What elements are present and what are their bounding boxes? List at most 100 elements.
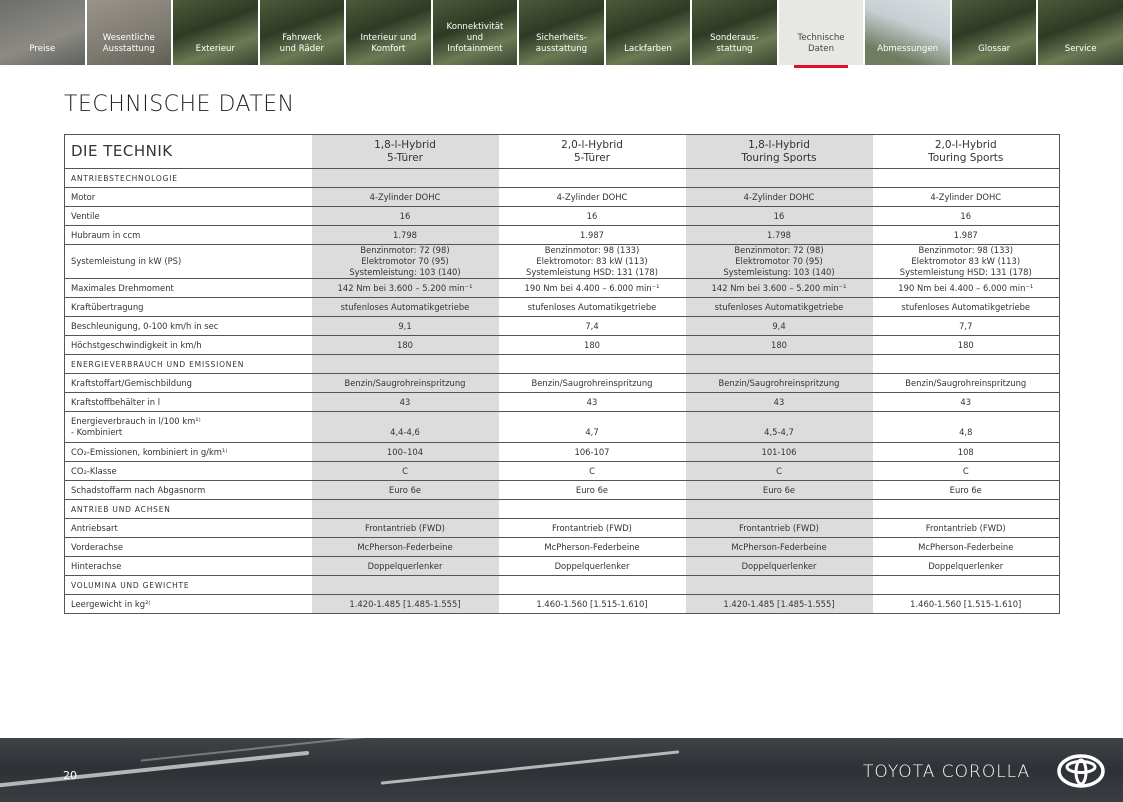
row-label: Hubraum in ccm xyxy=(64,225,312,245)
footer: 20 TOYOTA COROLLA xyxy=(0,738,1123,802)
empty-cell xyxy=(872,499,1060,519)
empty-cell xyxy=(311,575,499,595)
nav-tab-exterieur[interactable]: Exterieur xyxy=(173,0,258,65)
column-header: 2,0-l-Hybrid Touring Sports xyxy=(872,134,1060,169)
nav-tab-label: Fahrwerk und Räder xyxy=(279,33,325,54)
cell-value: Euro 6e xyxy=(872,480,1060,500)
cell-value: Doppelquerlenker xyxy=(311,556,499,576)
section-heading: ENERGIEVERBRAUCH UND EMISSIONEN xyxy=(64,354,312,374)
nav-tab-label: Abmessungen xyxy=(877,44,939,54)
cell-value: McPherson-Federbeine xyxy=(498,537,686,557)
cell-value: Euro 6e xyxy=(311,480,499,500)
table-row: Vorderachse McPherson-Federbeine McPherson… xyxy=(64,537,1060,557)
empty-cell xyxy=(872,354,1060,374)
cell-value: 4-Zylinder DOHC xyxy=(498,187,686,207)
cell-value: McPherson-Federbeine xyxy=(872,537,1060,557)
row-label: Energieverbrauch in l/100 km¹⁾ - Kombini… xyxy=(64,411,312,443)
cell-value: Euro 6e xyxy=(685,480,873,500)
table-row: Energieverbrauch in l/100 km¹⁾ - Kombini… xyxy=(64,411,1060,443)
empty-cell xyxy=(311,499,499,519)
cell-value: 7,7 xyxy=(872,316,1060,336)
column-header: 1,8-l-Hybrid 5-Türer xyxy=(311,134,499,169)
cell-value: 43 xyxy=(872,392,1060,412)
table-row: Kraftübertragung stufenloses Automatikget… xyxy=(64,297,1060,317)
cell-value: C xyxy=(685,461,873,481)
nav-tab-sonderaus-stattung[interactable]: Sonderaus- stattung xyxy=(692,0,777,65)
table-row: Antriebsart Frontantrieb (FWD) Frontantrie… xyxy=(64,518,1060,538)
nav-tab-label: Interieur und Komfort xyxy=(360,33,417,54)
nav-tab-abmessungen[interactable]: Abmessungen xyxy=(865,0,950,65)
row-label: Hinterachse xyxy=(64,556,312,576)
cell-value: 9,4 xyxy=(685,316,873,336)
table-row: Hubraum in ccm 1.798 1.987 1.798 1.987 xyxy=(64,225,1060,245)
cell-value: Euro 6e xyxy=(498,480,686,500)
cell-value: 190 Nm bei 4.400 – 6.000 min⁻¹ xyxy=(872,278,1060,298)
row-label: Motor xyxy=(64,187,312,207)
empty-cell xyxy=(498,354,686,374)
section-heading: ANTRIEBSTECHNOLOGIE xyxy=(64,168,312,188)
nav-tab-wesentliche-ausstattung[interactable]: Wesentliche Ausstattung xyxy=(86,0,172,65)
cell-value: Benzinmotor: 98 (133) Elektromotor: 83 k… xyxy=(498,244,686,279)
table-row: Maximales Drehmoment 142 Nm bei 3.600 – 5… xyxy=(64,278,1060,298)
nav-tab-label: Wesentliche Ausstattung xyxy=(102,33,155,54)
toyota-logo-icon xyxy=(1057,754,1105,788)
row-label: Vorderachse xyxy=(64,537,312,557)
nav-tab-technische-daten[interactable]: Technische Daten xyxy=(778,0,864,68)
cell-value: 1.798 xyxy=(311,225,499,245)
nav-tab-service[interactable]: Service xyxy=(1038,0,1123,65)
nav-tab-fahrwerk-und-räder[interactable]: Fahrwerk und Räder xyxy=(259,0,345,65)
row-label: Systemleistung in kW (PS) xyxy=(64,244,312,279)
empty-cell xyxy=(311,168,499,188)
empty-cell xyxy=(498,499,686,519)
cell-value: 43 xyxy=(311,392,499,412)
cell-value: Frontantrieb (FWD) xyxy=(685,518,873,538)
table-row: Beschleunigung, 0-100 km/h in sec 9,1 7,4 9… xyxy=(64,316,1060,336)
nav-tab-konnektivität-und-infotainment[interactable]: Konnektivität und Infotainment xyxy=(432,0,518,65)
cell-value: 43 xyxy=(685,392,873,412)
empty-cell xyxy=(872,575,1060,595)
cell-value: 100–104 xyxy=(311,442,499,462)
section-row: ENERGIEVERBRAUCH UND EMISSIONEN xyxy=(64,354,1060,374)
road-marking xyxy=(0,750,310,790)
empty-cell xyxy=(311,354,499,374)
cell-value: C xyxy=(311,461,499,481)
cell-value: 4-Zylinder DOHC xyxy=(685,187,873,207)
nav-tab-sicherheits-ausstattung[interactable]: Sicherheits- ausstattung xyxy=(519,0,604,65)
table-row: Schadstoffarm nach Abgasnorm Euro 6e Euro … xyxy=(64,480,1060,500)
nav-tab-lackfarben[interactable]: Lackfarben xyxy=(605,0,691,65)
nav-tab-glossar[interactable]: Glossar xyxy=(951,0,1037,65)
row-label: Höchstgeschwindigkeit in km/h xyxy=(64,335,312,355)
table-row: CO₂-Emissionen, kombiniert in g/km¹⁾ 100–… xyxy=(64,442,1060,462)
cell-value: 16 xyxy=(498,206,686,226)
cell-value: 4,5-4,7 xyxy=(685,411,873,443)
section-heading: VOLUMINA UND GEWICHTE xyxy=(64,575,312,595)
cell-value: 7,4 xyxy=(498,316,686,336)
nav-tab-interieur-und-komfort[interactable]: Interieur und Komfort xyxy=(346,0,431,65)
cell-value: Doppelquerlenker xyxy=(872,556,1060,576)
cell-value: Benzin/Saugrohreinspritzung xyxy=(872,373,1060,393)
column-header: 1,8-l-Hybrid Touring Sports xyxy=(685,134,873,169)
cell-value: Benzinmotor: 98 (133) Elektromotor 83 kW… xyxy=(872,244,1060,279)
table-row: CO₂-Klasse C C C C xyxy=(64,461,1060,481)
cell-value: Benzin/Saugrohreinspritzung xyxy=(311,373,499,393)
cell-value: 43 xyxy=(498,392,686,412)
row-label: Schadstoffarm nach Abgasnorm xyxy=(64,480,312,500)
cell-value: 4,7 xyxy=(498,411,686,443)
cell-value: 9,1 xyxy=(311,316,499,336)
nav-tab-label: Konnektivität und Infotainment xyxy=(446,22,504,54)
row-label: Ventile xyxy=(64,206,312,226)
section-row: ANTRIEB UND ACHSEN xyxy=(64,499,1060,519)
column-header: 2,0-l-Hybrid 5-Türer xyxy=(498,134,686,169)
cell-value: 4-Zylinder DOHC xyxy=(872,187,1060,207)
empty-cell xyxy=(498,575,686,595)
nav-tab-preise[interactable]: Preise xyxy=(0,0,85,65)
table-header-row: DIE TECHNIK 1,8-l-Hybrid 5-Türer 2,0-l-Hyb… xyxy=(64,134,1060,169)
row-label: Kraftstoffart/Gemischbildung xyxy=(64,373,312,393)
table-row: Systemleistung in kW (PS) Benzinmotor: 72… xyxy=(64,244,1060,279)
cell-value: 180 xyxy=(311,335,499,355)
cell-value: 1.987 xyxy=(498,225,686,245)
cell-value: 1.987 xyxy=(872,225,1060,245)
cell-value: 16 xyxy=(311,206,499,226)
cell-value: Benzinmotor: 72 (98) Elektromotor 70 (95… xyxy=(311,244,499,279)
cell-value: 4,4-4,6 xyxy=(311,411,499,443)
